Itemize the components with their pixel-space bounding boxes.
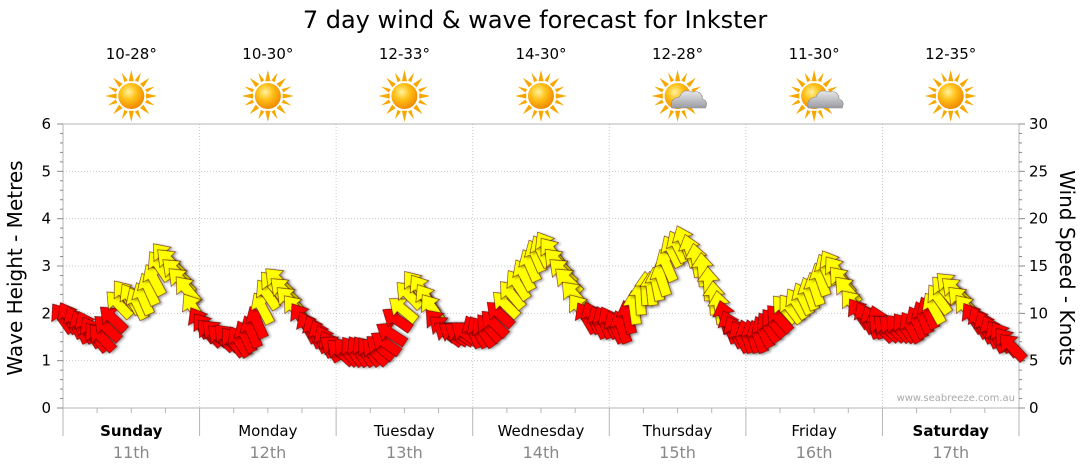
sun-icon (241, 70, 294, 122)
y-left-tick-label: 4 (41, 210, 51, 228)
sun-icon (378, 70, 431, 122)
y-right-tick-label: 25 (1029, 162, 1048, 180)
chart-title: 7 day wind & wave forecast for Inkster (303, 6, 768, 34)
sun-icon (924, 70, 977, 122)
day-date: 13th (386, 443, 423, 462)
y-right-tick-label: 15 (1029, 257, 1048, 275)
sun-cloud-icon (788, 70, 844, 122)
y-left-tick-label: 6 (41, 115, 51, 133)
y-axis-right-label: Wind Speed - Knots (1055, 170, 1079, 366)
temperature-range: 14-30° (515, 45, 566, 63)
sun-icon (515, 70, 567, 122)
day-name-thursday: Thursday (642, 422, 713, 440)
wind-arrow-shape (999, 334, 1028, 363)
sun-cloud-icon (651, 70, 707, 122)
y-right-tick-label: 0 (1029, 399, 1039, 417)
day-name-friday: Friday (791, 422, 837, 440)
wind-arrow-shape (555, 268, 585, 297)
day-name-sunday: Sunday (100, 422, 163, 440)
sun-icon (105, 70, 158, 122)
day-name-tuesday: Tuesday (373, 422, 435, 440)
watermark: www.seabreeze.com.au (897, 393, 1015, 404)
day-date: 11th (113, 443, 150, 462)
day-date: 15th (659, 443, 696, 462)
temperature-range: 10-28° (106, 45, 157, 63)
day-date: 17th (932, 443, 969, 462)
temperature-range: 11-30° (789, 45, 840, 63)
y-right-tick-label: 5 (1029, 352, 1039, 370)
y-left-tick-label: 3 (41, 257, 51, 275)
y-right-tick-label: 20 (1029, 210, 1048, 228)
day-date: 16th (796, 443, 833, 462)
y-right-tick-label: 10 (1029, 304, 1048, 322)
y-left-tick-label: 1 (41, 352, 51, 370)
day-date: 14th (523, 443, 560, 462)
y-right-tick-label: 30 (1029, 115, 1048, 133)
day-name-monday: Monday (238, 422, 297, 440)
y-axis-left-label: Wave Height - Metres (3, 160, 27, 375)
day-date: 12th (249, 443, 286, 462)
day-name-wednesday: Wednesday (498, 422, 585, 440)
temperature-range: 10-30° (242, 45, 293, 63)
temperature-range: 12-28° (652, 45, 703, 63)
y-left-tick-label: 5 (41, 162, 51, 180)
y-left-tick-label: 2 (41, 304, 51, 322)
day-name-saturday: Saturday (913, 422, 990, 440)
wind-arrow (999, 334, 1028, 363)
temperature-range: 12-35° (925, 45, 976, 63)
temperature-range: 12-33° (379, 45, 430, 63)
wind-arrow (555, 268, 585, 297)
y-left-tick-label: 0 (41, 399, 51, 417)
